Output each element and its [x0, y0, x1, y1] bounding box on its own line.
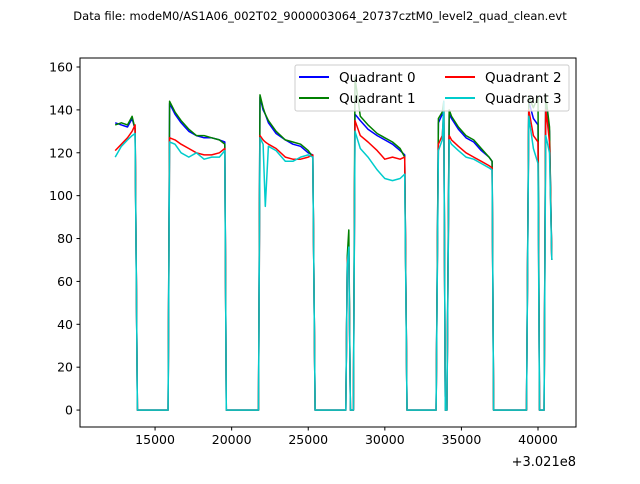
x-offset-label: +3.021e8: [512, 455, 576, 470]
y-tick-label: 140: [49, 102, 73, 117]
legend-label-quadrant-1: Quadrant 1: [339, 91, 416, 107]
x-tick-label: 40000: [518, 432, 558, 447]
legend-label-quadrant-3: Quadrant 3: [485, 91, 562, 107]
y-tick-label: 40: [57, 317, 73, 332]
plot-frame: [79, 57, 577, 428]
x-tick-label: 35000: [442, 432, 482, 447]
y-tick-label: 120: [49, 145, 73, 160]
y-tick-label: 20: [57, 360, 73, 375]
plot-lines: [114, 76, 553, 411]
y-tick-label: 160: [49, 60, 73, 75]
y-axis: 0 20 40 60 80 100 120 140 160: [49, 60, 80, 418]
x-tick-label: 20000: [212, 432, 252, 447]
series-line-quadrant-3: [114, 100, 553, 411]
x-tick-label: 25000: [288, 432, 328, 447]
chart-title: Data file: modeM0/AS1A06_002T02_90000030…: [73, 9, 567, 23]
series-line-quadrant-1: [114, 76, 553, 411]
x-tick-label: 15000: [135, 432, 175, 447]
legend-label-quadrant-2: Quadrant 2: [485, 70, 562, 86]
y-tick-label: 100: [49, 188, 73, 203]
y-tick-label: 60: [57, 274, 73, 289]
legend-box: [294, 64, 570, 112]
x-tick-label: 30000: [365, 432, 405, 447]
legend: Quadrant 0 Quadrant 1 Quadrant 2 Quadrant 3: [294, 64, 570, 112]
y-tick-label: 80: [57, 231, 73, 246]
x-axis: 15000 20000 25000 30000 35000 40000: [135, 427, 558, 447]
y-tick-label: 0: [65, 403, 73, 418]
legend-label-quadrant-0: Quadrant 0: [339, 70, 416, 86]
